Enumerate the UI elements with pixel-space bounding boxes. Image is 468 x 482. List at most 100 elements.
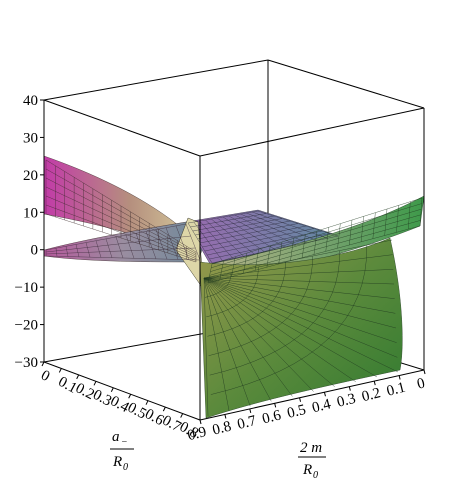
mesh-line — [45, 235, 191, 253]
mesh-line — [45, 186, 197, 258]
x-tick-label: 0.7 — [159, 413, 184, 436]
x-tick-mark — [41, 361, 45, 367]
mesh-line — [95, 240, 102, 258]
mesh-line — [290, 238, 294, 261]
x-tick-mark — [128, 393, 132, 399]
y-tick-label: 0.2 — [360, 385, 382, 405]
mesh-line — [203, 277, 378, 378]
mesh-line — [384, 208, 388, 236]
z-tick-label: 30 — [23, 130, 38, 146]
mesh-line — [199, 223, 299, 244]
mesh-line — [231, 256, 236, 277]
mesh-line — [210, 245, 368, 395]
y-tick-mark — [274, 403, 277, 408]
y-tick-label: 0.9 — [186, 424, 208, 444]
mesh-line — [45, 247, 196, 255]
mesh-line — [203, 277, 395, 299]
mesh-line — [190, 213, 267, 228]
y-tick-label: 0.1 — [385, 380, 407, 400]
x-tick-mark — [58, 368, 62, 373]
mesh-line — [207, 225, 421, 284]
mesh-line — [203, 277, 272, 402]
mesh-line — [55, 248, 58, 257]
mesh-line — [313, 230, 318, 255]
y-tick-mark — [373, 380, 376, 386]
mesh-line — [205, 272, 232, 298]
x-axis-label: a − R 0 — [110, 429, 134, 473]
mesh-line — [135, 233, 146, 259]
mesh-line — [45, 177, 197, 256]
y-tick-label: 0.6 — [261, 407, 284, 427]
mesh-line — [207, 230, 323, 256]
mesh-line — [185, 223, 201, 261]
z-tick-label: −20 — [15, 318, 38, 334]
mesh-line — [206, 267, 259, 318]
mesh-line — [254, 249, 259, 271]
mesh-line — [209, 214, 421, 276]
x-tick-label: 0.2 — [73, 380, 97, 403]
mesh-line — [203, 239, 393, 279]
x-label-denominator: R — [112, 454, 122, 470]
mesh-line — [203, 277, 356, 382]
mesh-line — [197, 220, 291, 240]
z-axis: 40 30 20 10 0 −10 −20 −30 — [15, 93, 44, 371]
mesh-line — [349, 219, 353, 246]
y-label-denominator: R — [302, 462, 312, 478]
z-tick-label: −30 — [15, 355, 38, 371]
mesh-line — [45, 213, 197, 263]
x-tick-label: 0.6 — [142, 406, 167, 429]
mesh-line — [203, 277, 396, 314]
mesh-line — [325, 227, 329, 252]
mesh-line — [65, 246, 69, 257]
mesh-line — [210, 208, 422, 272]
y-tick-label: 0 — [415, 375, 426, 392]
mesh-line — [211, 197, 423, 265]
mesh-line — [195, 218, 283, 236]
mesh-line — [407, 201, 411, 230]
x-label-denominator-sub: 0 — [123, 462, 128, 473]
mesh-line — [203, 277, 399, 373]
mesh-line — [192, 215, 275, 232]
x-tick-label: 0.8 — [177, 419, 201, 442]
mesh-line — [360, 216, 364, 242]
y-tick-label: 0.4 — [310, 396, 333, 416]
mesh-line — [45, 168, 197, 254]
mesh-line — [266, 245, 271, 268]
y-axis-label: 2 m R 0 — [298, 440, 326, 481]
z-tick-label: 20 — [23, 168, 38, 184]
mesh-line — [45, 204, 197, 261]
mesh-line — [203, 277, 398, 358]
box-front — [43, 99, 425, 421]
y-tick-mark — [299, 397, 302, 402]
x-tick-mark — [76, 374, 80, 380]
y-tick-mark — [423, 369, 426, 375]
mesh-line — [337, 223, 341, 249]
mesh-line — [301, 234, 306, 258]
mesh-line — [115, 236, 124, 259]
mesh-line — [203, 254, 393, 279]
x-tick-mark — [145, 400, 149, 405]
x-label-numerator: a — [112, 429, 120, 445]
mesh-line — [203, 277, 251, 407]
mesh-line — [45, 255, 201, 261]
x-tick-mark — [110, 387, 114, 393]
mesh-line — [419, 197, 423, 227]
y-tick-mark — [249, 408, 252, 414]
y-tick-label: 0.3 — [335, 391, 357, 411]
x-tick-label: 0.3 — [90, 387, 114, 410]
x-tick-mark — [93, 381, 97, 386]
y-label-numerator: 2 m — [300, 440, 322, 456]
mesh-line — [175, 225, 190, 260]
mesh-line — [208, 256, 313, 356]
y-tick-label: 0.5 — [286, 402, 308, 422]
mesh-line — [211, 203, 422, 269]
z-tick-label: 10 — [23, 205, 38, 221]
z-tick-label: 40 — [23, 93, 38, 109]
x-tick-label: 0.5 — [125, 400, 149, 423]
mesh-line — [278, 241, 283, 265]
mesh-line — [202, 225, 307, 248]
x-label-numerator-sub: − — [121, 437, 128, 448]
x-tick-mark — [180, 413, 184, 418]
y-tick-label: 0.8 — [211, 419, 233, 439]
